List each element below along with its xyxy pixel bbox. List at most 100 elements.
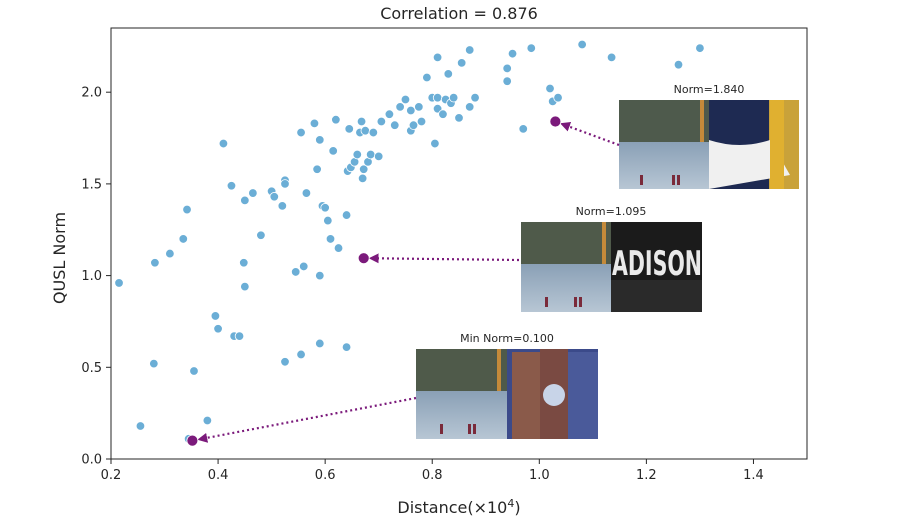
- data-point: [280, 179, 290, 189]
- data-point: [320, 203, 330, 213]
- data-point: [328, 146, 338, 156]
- inset-image-bottom: [416, 349, 598, 439]
- x-axis-label-text: Distance(×10: [397, 498, 507, 516]
- x-tick-label: 0.6: [315, 468, 336, 483]
- data-point: [356, 116, 367, 127]
- data-point: [178, 234, 188, 244]
- data-point: [331, 115, 341, 125]
- highlight-arrow: [197, 396, 417, 443]
- x-axis-label-exponent: 4: [507, 497, 514, 510]
- inset-sign-text: ADISON: [612, 244, 702, 284]
- data-point: [454, 113, 464, 123]
- inset-label-middle: Norm=1.095: [576, 205, 647, 218]
- x-tick-label: 1.4: [743, 468, 764, 483]
- data-point: [360, 126, 371, 136]
- data-point: [545, 83, 555, 94]
- data-point: [416, 116, 427, 127]
- data-point: [432, 52, 443, 63]
- data-point: [470, 92, 480, 103]
- x-tick-label: 0.4: [208, 468, 229, 483]
- data-point: [408, 120, 419, 130]
- data-point: [315, 338, 325, 349]
- data-point: [269, 192, 279, 202]
- data-point: [502, 76, 512, 86]
- data-point: [210, 311, 221, 321]
- data-point: [400, 94, 411, 105]
- data-point: [502, 63, 512, 74]
- data-point: [606, 52, 617, 63]
- data-point: [438, 109, 448, 119]
- x-tick-label: 1.0: [529, 468, 550, 483]
- scatter-points: [114, 39, 705, 444]
- data-point: [333, 243, 344, 253]
- x-axis-label: Distance(×104): [397, 497, 520, 516]
- data-point: [406, 105, 416, 116]
- x-tick-label: 0.8: [422, 468, 443, 483]
- data-point: [114, 278, 124, 288]
- x-tick-label: 0.2: [101, 468, 122, 483]
- y-tick-label: 1.0: [81, 269, 102, 284]
- data-point: [373, 151, 384, 162]
- data-point: [673, 59, 684, 70]
- data-point: [577, 39, 587, 50]
- data-point: [165, 248, 175, 259]
- data-point: [280, 357, 290, 367]
- data-point: [256, 230, 266, 240]
- data-point: [344, 124, 354, 134]
- y-tick-label: 0.5: [81, 361, 102, 376]
- y-tick-label: 1.5: [81, 177, 102, 192]
- x-axis: 0.2 0.4 0.6 0.8 1.0 1.2 1.4: [101, 459, 764, 483]
- data-point: [352, 149, 362, 160]
- data-point: [202, 415, 213, 426]
- data-point: [430, 138, 440, 149]
- chart-title: Correlation = 0.876: [380, 4, 538, 23]
- data-point: [443, 69, 453, 79]
- data-point: [465, 45, 475, 55]
- highlighted-point: [357, 252, 370, 265]
- y-axis-label: QUSL Norm: [50, 212, 69, 304]
- data-point: [507, 48, 518, 59]
- data-point: [240, 195, 250, 206]
- data-point: [189, 366, 199, 376]
- y-axis: 0.0 0.5 1.0 1.5 2.0: [81, 86, 111, 468]
- inset-image-top: [619, 100, 799, 189]
- data-point: [135, 421, 146, 431]
- data-point: [218, 138, 229, 149]
- data-point: [395, 102, 405, 112]
- data-point: [149, 358, 159, 369]
- inset-label-bottom: Min Norm=0.100: [460, 332, 554, 345]
- data-point: [309, 118, 320, 129]
- data-point: [301, 188, 312, 198]
- data-point: [518, 124, 528, 134]
- highlighted-point: [186, 434, 199, 447]
- y-tick-label: 0.0: [81, 453, 102, 468]
- data-point: [376, 116, 387, 127]
- data-point: [239, 258, 249, 268]
- data-point: [368, 127, 379, 138]
- inset-image-middle: ADISON: [521, 222, 702, 312]
- inset-label-top: Norm=1.840: [674, 83, 745, 96]
- data-point: [456, 58, 467, 68]
- data-point: [213, 324, 223, 334]
- data-point: [365, 149, 376, 160]
- data-point: [325, 234, 336, 244]
- data-point: [465, 102, 475, 112]
- data-point: [277, 201, 288, 211]
- data-point: [359, 164, 369, 174]
- x-tick-label: 1.2: [636, 468, 657, 483]
- data-point: [414, 102, 424, 112]
- data-point: [291, 267, 301, 277]
- highlight-arrow: [368, 253, 520, 264]
- y-tick-label: 2.0: [81, 86, 102, 101]
- data-point: [296, 127, 306, 138]
- data-point: [226, 181, 237, 191]
- highlight-layer: [186, 115, 620, 447]
- data-point: [526, 43, 536, 53]
- data-point: [341, 210, 352, 220]
- data-point: [323, 215, 333, 226]
- x-axis-label-close: ): [514, 498, 520, 516]
- data-point: [248, 188, 258, 198]
- data-point: [432, 92, 443, 103]
- data-point: [448, 92, 459, 103]
